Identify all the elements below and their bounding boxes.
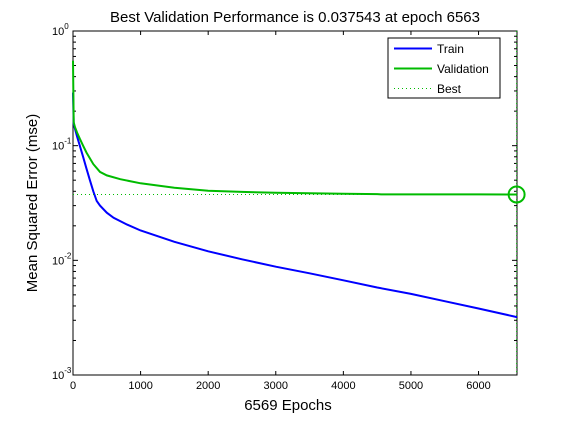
- y-tick-exponent: -2: [64, 251, 72, 260]
- series-lines: [72, 60, 518, 319]
- y-tick-exponent: -1: [64, 137, 72, 146]
- legend: Train Validation Best: [387, 37, 501, 99]
- y-tick-base: 10: [52, 141, 64, 153]
- best-point-marker: [507, 185, 526, 204]
- x-tick-label: 0: [70, 380, 76, 392]
- x-tick-label: 2000: [196, 380, 220, 392]
- y-tick-base: 10: [52, 370, 64, 382]
- x-tick-label: 4000: [331, 380, 355, 392]
- x-tick-label: 3000: [264, 380, 288, 392]
- y-tick-label: 10-2: [52, 251, 72, 267]
- y-tick-label: 10-3: [52, 366, 72, 382]
- y-tick-exponent: -3: [64, 366, 72, 375]
- x-tick-label: 5000: [399, 380, 423, 392]
- y-axis-label: Mean Squared Error (mse): [24, 114, 41, 292]
- best-markers: [73, 31, 526, 375]
- y-tick-label: 10-1: [52, 137, 72, 153]
- series-line-validation: [72, 60, 518, 196]
- y-tick-exponent: 0: [64, 22, 69, 31]
- y-tick-base: 10: [52, 26, 64, 38]
- x-tick-label: 6000: [466, 380, 490, 392]
- y-tick-base: 10: [52, 255, 64, 267]
- series-line-train: [72, 92, 518, 319]
- legend-train-label: Train: [437, 42, 464, 56]
- y-tick-label: 100: [52, 22, 69, 38]
- legend-best-label: Best: [437, 82, 462, 96]
- x-tick-label: 1000: [128, 380, 152, 392]
- legend-validation-label: Validation: [437, 62, 489, 76]
- chart-title: Best Validation Performance is 0.037543 …: [110, 9, 480, 26]
- x-axis-label: 6569 Epochs: [244, 397, 332, 414]
